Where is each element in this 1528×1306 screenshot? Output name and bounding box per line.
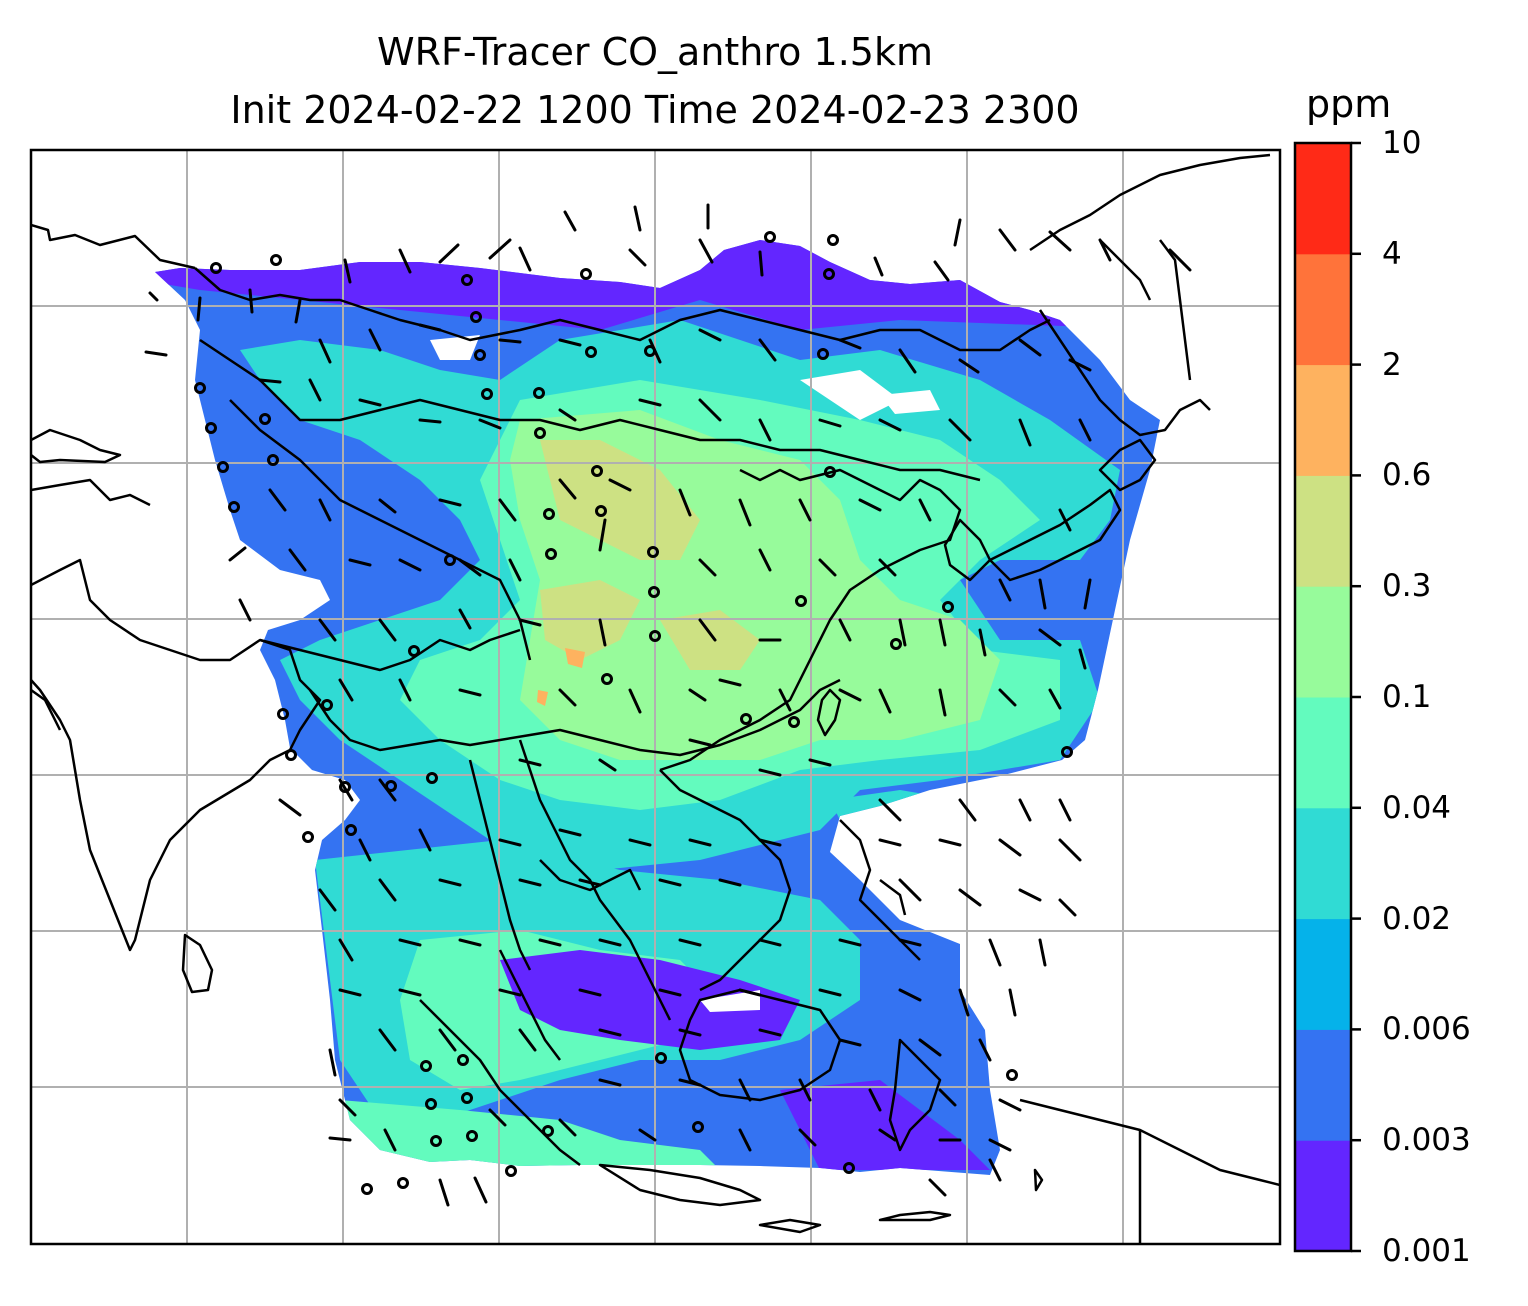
colorbar-swatch [1295, 1029, 1351, 1141]
colorbar-swatch [1295, 697, 1351, 809]
map-title-line2: Init 2024-02-22 1200 Time 2024-02-23 230… [230, 88, 1080, 132]
colorbar-swatch [1295, 475, 1351, 587]
colorbar-tick-label: 0.003 [1382, 1122, 1471, 1159]
colorbar-tick-label: 4 [1382, 235, 1402, 272]
colorbar-tick-label: 0.001 [1382, 1233, 1471, 1269]
colorbar-tick-label: 0.3 [1382, 568, 1432, 605]
colorbar [1293, 141, 1361, 1253]
coastlines [31, 153, 1280, 1244]
colorbar-tick-label: 0.1 [1382, 679, 1432, 715]
colorbar-tick-label: 0.04 [1382, 789, 1452, 826]
map-frame-border [29, 148, 1282, 1246]
colorbar-tick-label: 2 [1382, 346, 1402, 383]
colorbar-swatch [1295, 253, 1351, 366]
colorbar-swatch [1295, 918, 1351, 1030]
colorbar-swatch [1295, 586, 1351, 698]
colorbar-tick-label: 0.02 [1382, 900, 1452, 937]
calm-wind-markers [194, 231, 1073, 1195]
map-title-line1: WRF-Tracer CO_anthro 1.5km [377, 30, 933, 74]
colorbar-tick-label: 0.006 [1382, 1011, 1471, 1048]
colorbar-unit-label: ppm [1306, 82, 1392, 126]
colorbar-swatch [1295, 143, 1351, 255]
colorbar-swatch [1295, 364, 1351, 476]
colorbar-tick-label: 10 [1382, 125, 1422, 161]
colorbar-swatch [1295, 807, 1351, 920]
colorbar-swatch [1295, 1140, 1351, 1252]
colorbar-tick-label: 0.6 [1382, 457, 1432, 494]
